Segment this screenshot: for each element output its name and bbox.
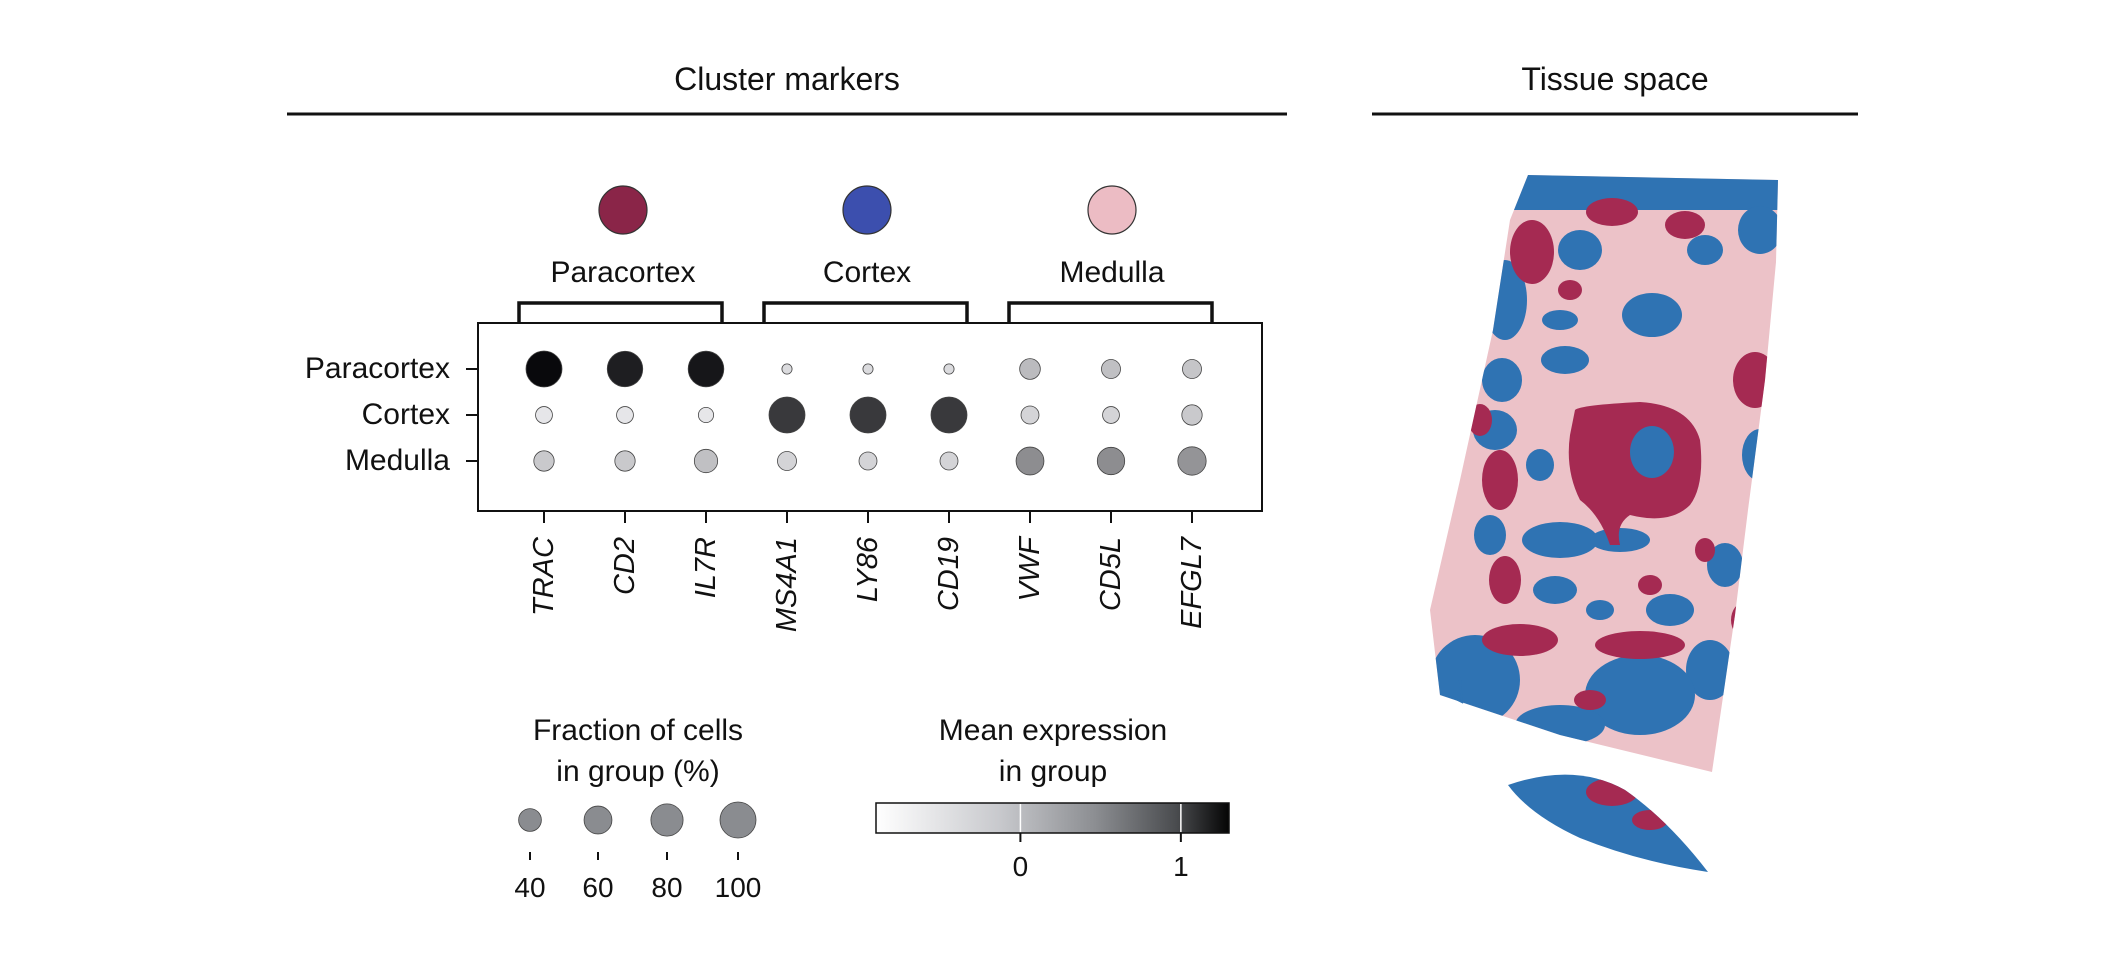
dot-cortex-cd5l [1102, 406, 1120, 424]
dot-cortex-ms4a1 [768, 396, 806, 434]
gene-axis: TRAC CD2 IL7R MS4A1 LY86 CD19 VWF CD5L E… [528, 511, 1208, 632]
dot-medulla-vwf [1015, 446, 1045, 476]
row-label-cortex: Cortex [362, 398, 450, 431]
size-legend-label: 40 [514, 872, 545, 903]
gene-label-il7r: IL7R [690, 537, 722, 598]
row-label-paracortex: Paracortex [305, 352, 450, 385]
size-legend-dot [650, 803, 684, 837]
tissue-space-title: Tissue space [1521, 61, 1708, 97]
color-legend-title-line2: in group [999, 755, 1107, 788]
dot-medulla-il7r [693, 448, 719, 474]
gene-label-vwf: VWF [1014, 535, 1046, 602]
dot-cortex-efgl7 [1181, 404, 1203, 426]
dot-cortex-trac [535, 406, 553, 424]
dot-cortex-ly86 [849, 396, 887, 434]
group-label-medulla: Medulla [1059, 256, 1164, 289]
dot-medulla-cd19 [939, 451, 959, 471]
dot-cortex-cd2 [616, 406, 634, 424]
dot-paracortex-efgl7 [1182, 359, 1202, 379]
dot-paracortex-vwf [1019, 358, 1041, 380]
dot-medulla-trac [533, 450, 555, 472]
medulla-swatch [1087, 185, 1137, 235]
size-legend-dot [583, 805, 613, 835]
size-legend-title-line1: Fraction of cells [533, 714, 743, 747]
gene-label-cd19: CD19 [933, 537, 965, 611]
dot-cortex-il7r [697, 406, 715, 424]
dot-cortex-vwf [1020, 405, 1040, 425]
tissue-image [1430, 175, 1778, 872]
dot-medulla-efgl7 [1177, 446, 1207, 476]
gene-label-trac: TRAC [528, 536, 560, 616]
cortex-swatch [842, 185, 892, 235]
dotplot-dots [525, 350, 1207, 476]
color-legend-tick-label: 1 [1173, 851, 1189, 882]
dot-medulla-ly86 [858, 451, 878, 471]
cluster-markers-title: Cluster markers [674, 61, 900, 97]
dot-paracortex-cd19 [943, 363, 955, 375]
gene-label-cd5l: CD5L [1095, 537, 1127, 611]
gene-label-ly86: LY86 [852, 536, 884, 602]
dot-paracortex-ly86 [862, 363, 874, 375]
paracortex-swatch [598, 185, 648, 235]
dot-medulla-cd2 [614, 450, 636, 472]
dot-medulla-ms4a1 [777, 451, 797, 471]
bracket-paracortex [517, 301, 724, 323]
dot-paracortex-ms4a1 [781, 363, 793, 375]
gene-label-ms4a1: MS4A1 [771, 537, 803, 632]
size-legend: 40 60 80 100 [514, 801, 762, 903]
size-legend-label: 60 [582, 872, 613, 903]
bracket-cortex [762, 301, 969, 323]
dot-paracortex-il7r [687, 350, 725, 388]
dot-paracortex-cd5l [1101, 359, 1121, 379]
color-legend-tick-label: 0 [1013, 851, 1029, 882]
dot-medulla-cd5l [1096, 446, 1126, 476]
color-legend-bar [875, 802, 1230, 834]
size-legend-dot [518, 808, 542, 832]
row-label-medulla: Medulla [345, 444, 450, 477]
size-legend-title-line2: in group (%) [556, 755, 719, 788]
size-legend-label: 80 [651, 872, 682, 903]
dotplot-frame [477, 322, 1263, 512]
gene-label-cd2: CD2 [609, 537, 641, 595]
size-legend-dot [719, 801, 757, 839]
dot-cortex-cd19 [930, 396, 968, 434]
color-legend-title-line1: Mean expression [939, 714, 1167, 747]
bracket-medulla [1007, 301, 1214, 323]
group-label-cortex: Cortex [823, 256, 911, 289]
gene-label-efgl7: EFGL7 [1176, 535, 1208, 629]
tissue-core-blue [1630, 426, 1674, 478]
dot-paracortex-cd2 [606, 350, 644, 388]
dot-paracortex-trac [525, 350, 563, 388]
size-legend-label: 100 [715, 872, 762, 903]
group-label-paracortex: Paracortex [550, 256, 695, 289]
